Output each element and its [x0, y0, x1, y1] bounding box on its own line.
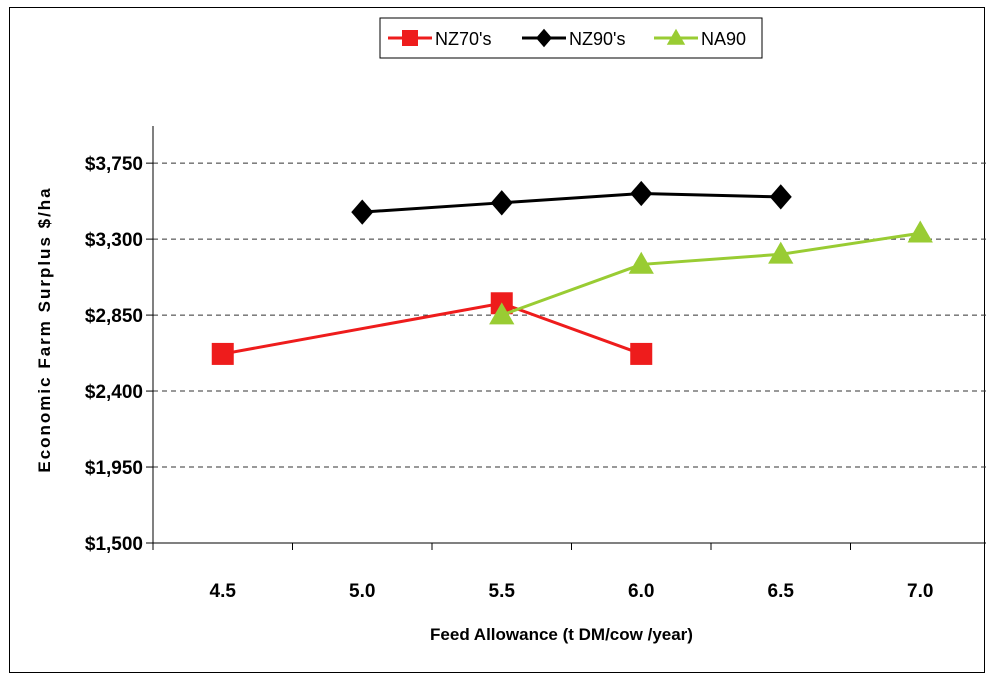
legend-swatch-marker	[666, 28, 686, 45]
data-point	[351, 199, 374, 225]
series-line	[362, 192, 781, 214]
y-tick-label: $3,300	[85, 230, 143, 251]
data-point	[630, 180, 653, 207]
y-tick-label: $1,500	[85, 534, 143, 555]
x-tick-label: 6.0	[628, 581, 654, 602]
legend-swatch-marker	[402, 30, 418, 46]
x-tick-label: 4.5	[210, 581, 237, 602]
data-point	[628, 251, 654, 274]
y-tick-label: $3,750	[85, 154, 143, 175]
x-axis-ticks: 4.5 5.0 5.5 6.0 6.5 7.0	[152, 543, 933, 602]
series-2	[489, 220, 933, 325]
legend-label: NZ90's	[569, 29, 625, 49]
y-tick-label: $1,950	[85, 458, 143, 479]
gridlines	[153, 162, 986, 468]
x-tick-label: 6.5	[768, 581, 795, 602]
data-point	[907, 220, 933, 243]
series-line	[222, 301, 642, 356]
data-point	[211, 342, 234, 365]
line-chart: $1,500 $1,950 $2,400 $2,850 $3,300 $3,750 4.5…	[35, 17, 986, 644]
series-0	[211, 292, 653, 365]
y-axis-ticks: $1,500 $1,950 $2,400 $2,850 $3,300 $3,750	[85, 154, 153, 555]
x-tick-label: 7.0	[907, 581, 933, 602]
legend-item: NA90	[654, 28, 746, 49]
data-point	[769, 184, 792, 210]
y-tick-label: $2,400	[85, 382, 143, 403]
legend-label: NZ70's	[435, 29, 491, 49]
y-tick-label: $2,850	[85, 306, 143, 327]
legend-box	[379, 17, 763, 59]
x-axis-title: Feed Allowance (t DM/cow /year)	[430, 625, 693, 644]
legend: NZ70's NZ90's NA90	[379, 17, 763, 59]
x-tick-label: 5.5	[489, 581, 516, 602]
series-line	[501, 231, 921, 317]
series-1	[351, 180, 792, 225]
series-group	[211, 180, 933, 365]
legend-item: NZ90's	[522, 28, 625, 49]
axes	[152, 126, 986, 544]
legend-item: NZ70's	[388, 29, 491, 49]
data-point	[768, 241, 794, 264]
x-tick-label: 5.0	[349, 581, 375, 602]
y-axis-title: Economic Farm Surplus $/ha	[35, 186, 54, 472]
legend-swatch-marker	[536, 28, 552, 48]
data-point	[490, 190, 513, 216]
chart-frame: $1,500 $1,950 $2,400 $2,850 $3,300 $3,750 4.5…	[9, 7, 986, 673]
data-point	[630, 342, 653, 365]
legend-label: NA90	[701, 29, 746, 49]
data-point	[489, 302, 515, 325]
